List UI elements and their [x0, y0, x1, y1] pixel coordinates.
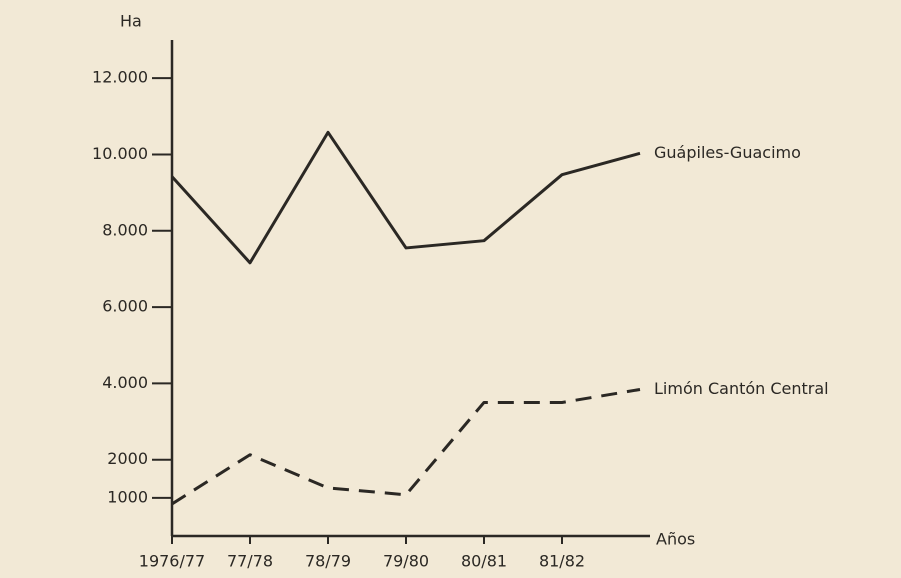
y-tick-label: 10.000	[92, 144, 148, 163]
x-tick-label: 81/82	[539, 552, 585, 571]
y-tick-label: 12.000	[92, 68, 148, 87]
x-tick-label: 79/80	[383, 552, 429, 571]
line-series	[171, 388, 641, 506]
y-tick-label: 8.000	[102, 220, 148, 239]
x-tick-label: 78/79	[305, 552, 351, 571]
y-tick-label: 4.000	[102, 373, 148, 392]
x-axis-label: Años	[656, 530, 695, 549]
series-label: Guápiles-Guacimo	[654, 143, 801, 162]
line-series	[170, 130, 641, 265]
series-label: Limón Cantón Central	[654, 379, 829, 398]
x-tick-label: 1976/77	[139, 552, 205, 571]
y-axis-label: Ha	[120, 12, 142, 31]
x-tick-label: 77/78	[227, 552, 273, 571]
x-tick-label: 80/81	[461, 552, 507, 571]
y-tick-label: 6.000	[102, 297, 148, 316]
y-tick-label: 1000	[107, 487, 148, 506]
y-tick-label: 2000	[107, 449, 148, 468]
